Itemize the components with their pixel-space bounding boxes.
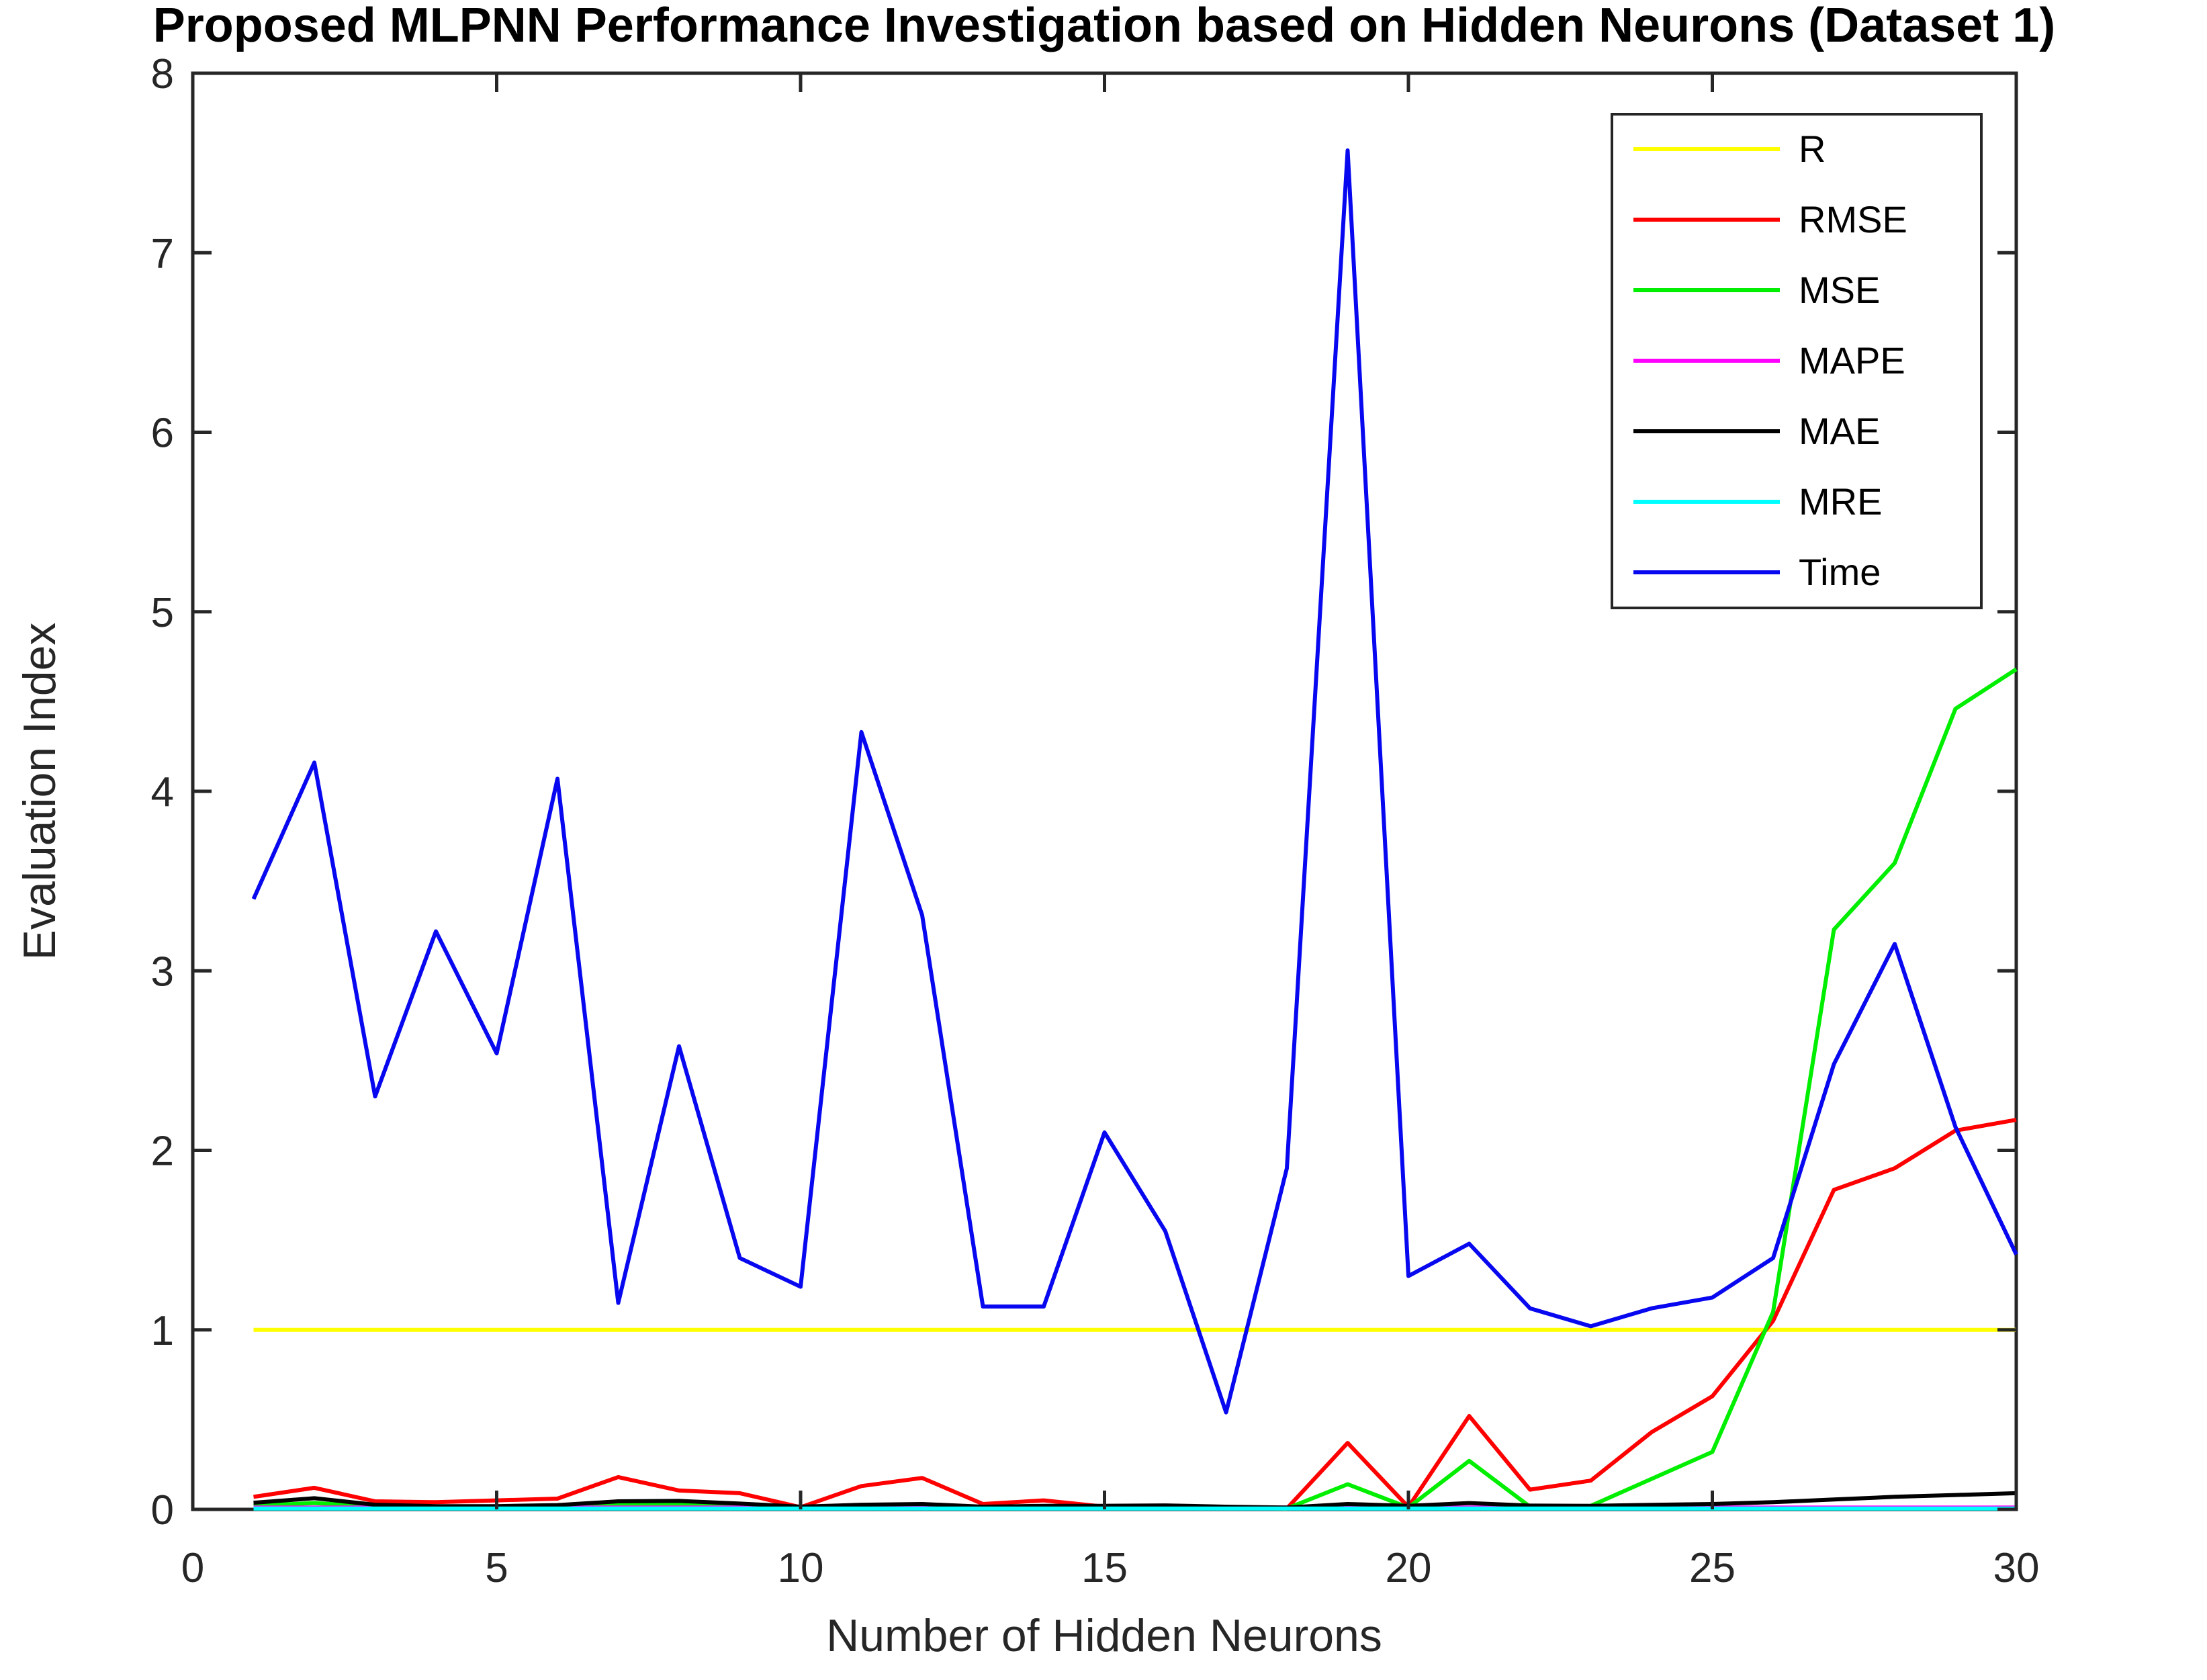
tick-layer: 0 5 10 15 20 25 30 0 1 2 3 4 5 6 7 8 — [151, 51, 2040, 1591]
series-line-time — [251, 148, 2018, 1415]
legend-item-mse[interactable]: MSE — [1633, 269, 1880, 311]
legend-box[interactable]: R RMSE MSE MAPE MAE MRE — [1611, 113, 1983, 609]
legend-label-mse: MSE — [1799, 269, 1880, 311]
x-axis-label: Number of Hidden Neurons — [826, 1610, 1382, 1661]
legend-label-mape: MAPE — [1799, 339, 1905, 382]
y-axis-label: Evaluation Index — [14, 623, 65, 961]
legend-label-mre: MRE — [1799, 480, 1882, 523]
y-tick-label: 5 — [151, 590, 174, 636]
legend-label-r: R — [1799, 128, 1826, 170]
x-tick-label: 5 — [485, 1545, 508, 1591]
x-tick-label: 0 — [181, 1545, 204, 1591]
legend-label-mae: MAE — [1799, 410, 1880, 452]
x-tick-label: 30 — [1993, 1545, 2040, 1591]
legend-item-mre[interactable]: MRE — [1633, 480, 1882, 523]
y-tick-label: 6 — [151, 410, 174, 457]
y-tick-label: 4 — [151, 769, 174, 815]
legend-item-mape[interactable]: MAPE — [1633, 339, 1905, 382]
y-tick-label: 1 — [151, 1308, 174, 1354]
y-tick-label: 8 — [151, 51, 174, 97]
plot-area — [251, 148, 2018, 1511]
x-tick-label: 15 — [1081, 1545, 1128, 1591]
x-tick-label: 10 — [778, 1545, 824, 1591]
legend-item-rmse[interactable]: RMSE — [1633, 198, 1907, 240]
legend-item-time[interactable]: Time — [1633, 551, 1881, 593]
y-tick-label: 0 — [151, 1487, 174, 1534]
x-tick-label: 20 — [1386, 1545, 1432, 1591]
y-tick-label: 2 — [151, 1129, 174, 1175]
legend-item-r[interactable]: R — [1633, 128, 1826, 170]
legend-label-time: Time — [1799, 551, 1881, 593]
chart-title: Proposed MLPNN Performance Investigation… — [153, 0, 2056, 52]
legend-label-rmse: RMSE — [1799, 198, 1907, 240]
y-tick-label: 7 — [151, 230, 174, 277]
series-line-mae — [253, 1491, 2017, 1510]
legend-item-mae[interactable]: MAE — [1633, 410, 1880, 452]
x-tick-label: 25 — [1689, 1545, 1736, 1591]
series-line-mse — [253, 667, 2018, 1511]
y-tick-label: 3 — [151, 948, 174, 995]
